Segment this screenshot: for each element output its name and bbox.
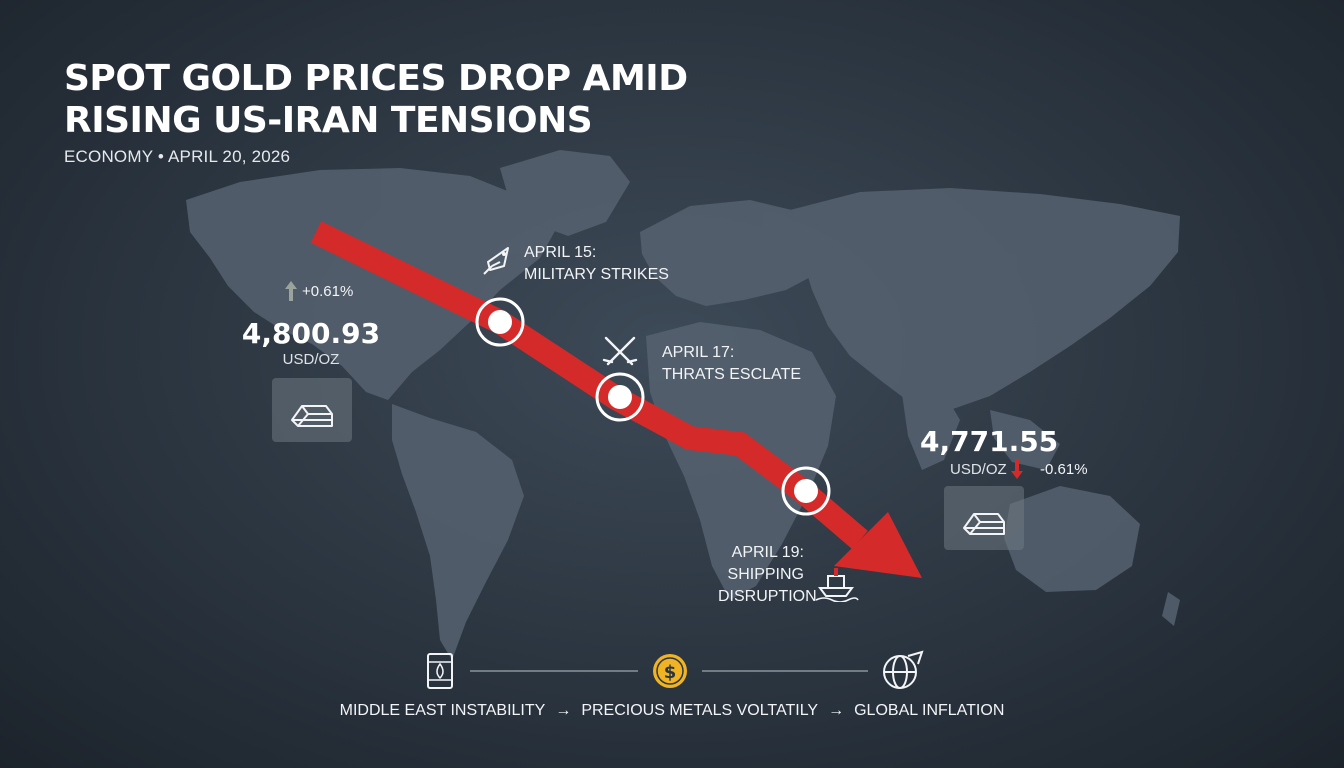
africa-shape [646, 322, 836, 600]
event-marker-3 [781, 466, 831, 516]
event-3-date: APRIL 19: [731, 544, 804, 561]
australia-shape [1004, 486, 1140, 592]
asia-shape [790, 188, 1180, 410]
event-marker-2 [595, 372, 645, 422]
impact-chain-labels: MIDDLE EAST INSTABILITY → PRECIOUS METAL… [0, 702, 1344, 720]
crossed-swords-icon [602, 336, 638, 366]
headline-line-1: SPOT GOLD PRICES DROP AMID [64, 58, 688, 99]
start-unit: USD/OZ [282, 351, 340, 368]
chain-arrow-1: → [555, 702, 572, 719]
event-1-text: MILITARY STRIKES [524, 266, 669, 283]
dollar-coin-icon: $ [653, 654, 687, 688]
up-arrow-icon [285, 281, 297, 301]
start-change: +0.61% [284, 280, 353, 302]
end-change: -0.61% [1010, 458, 1088, 480]
north-america-shape [186, 168, 560, 400]
event-marker-1 [475, 297, 525, 347]
greenland-shape [500, 150, 630, 236]
missile-icon [483, 247, 509, 275]
event-2-text: THRATS ESCLATE [662, 366, 801, 383]
headline-line-2: RISING US-IRAN TENSIONS [64, 100, 593, 141]
down-arrow-icon [1011, 459, 1023, 479]
start-change-value: +0.61% [302, 282, 354, 300]
gold-bar-icon [291, 405, 333, 427]
new-zealand-shape [1162, 592, 1180, 626]
india-shape [900, 380, 960, 470]
event-2-date: APRIL 17: [662, 344, 735, 361]
europe-shape [640, 200, 832, 306]
event-3-text-2: DISRUPTION [718, 588, 817, 605]
south-america-shape [392, 404, 524, 660]
end-price-box: 4,771.55 [920, 425, 1059, 458]
chain-item-2: PRECIOUS METALS VOLTATILY [581, 702, 819, 719]
start-price: 4,800.93 [241, 317, 381, 350]
start-price-box: 4,800.93 USD/OZ [236, 318, 386, 370]
end-gold-bar-card [944, 486, 1024, 550]
svg-text:$: $ [664, 662, 677, 683]
end-price: 4,771.55 [920, 425, 1059, 458]
chain-item-1: MIDDLE EAST INSTABILITY [339, 702, 546, 719]
trend-arrowhead [834, 512, 922, 578]
event-1-date: APRIL 15: [524, 244, 597, 261]
start-gold-bar-card [272, 378, 352, 442]
event-april-19: APRIL 19: SHIPPING DISRUPTION [718, 542, 817, 608]
gold-bar-icon [963, 513, 1005, 535]
oil-barrel-icon [427, 653, 453, 689]
southeast-asia-shape [990, 410, 1060, 470]
ship-icon [815, 568, 859, 602]
event-april-17: APRIL 17: THRATS ESCLATE [662, 342, 801, 386]
chain-item-3: GLOBAL INFLATION [854, 702, 1005, 719]
end-change-value: -0.61% [1040, 460, 1088, 478]
globe-icon [883, 650, 924, 689]
event-april-15: APRIL 15: MILITARY STRIKES [524, 242, 669, 286]
end-unit: USD/OZ [950, 461, 1007, 478]
headline: SPOT GOLD PRICES DROP AMID RISING US-IRA… [64, 58, 688, 142]
chain-arrow-2: → [828, 702, 845, 719]
event-3-text-1: SHIPPING [727, 566, 804, 583]
category-date: ECONOMY • APRIL 20, 2026 [64, 147, 291, 166]
